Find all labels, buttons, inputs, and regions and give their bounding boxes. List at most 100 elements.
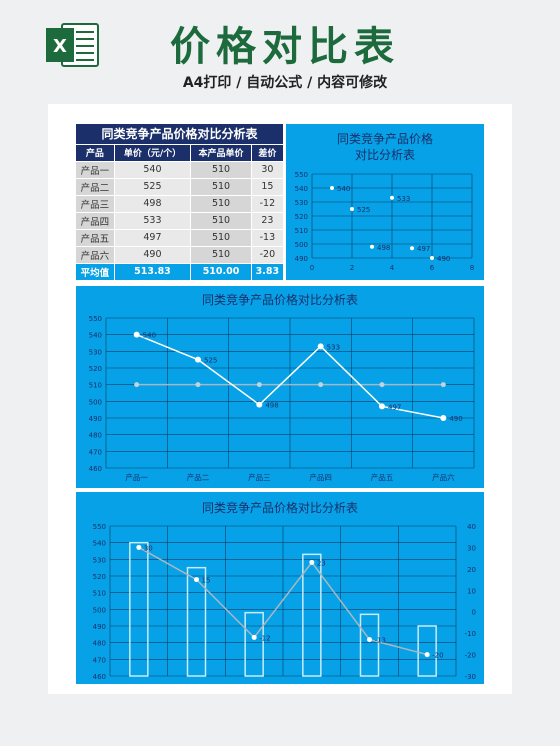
y-tick-label: 510 xyxy=(93,590,106,598)
table-cell: 产品六 xyxy=(76,246,115,264)
data-label: 15 xyxy=(202,577,211,585)
table-cell: 3.83 xyxy=(251,263,285,281)
table-cell: 产品二 xyxy=(76,178,115,196)
y-tick-label: 480 xyxy=(89,432,102,440)
table-cell: 490 xyxy=(114,246,192,264)
y2-tick-label: 10 xyxy=(467,587,476,595)
y-tick-label: 530 xyxy=(295,199,308,207)
data-point xyxy=(318,382,324,388)
table-cell: 产品三 xyxy=(76,195,115,213)
y2-tick-label: 40 xyxy=(467,523,476,531)
bar xyxy=(417,625,437,677)
data-label: 525 xyxy=(204,357,217,365)
column-header: 产品 xyxy=(76,144,115,162)
data-label: 533 xyxy=(327,343,340,351)
data-point xyxy=(330,186,334,190)
data-point xyxy=(194,577,199,583)
data-label: 497 xyxy=(417,245,430,253)
data-label: 30 xyxy=(144,544,153,552)
x-tick-label: 产品三 xyxy=(248,472,270,482)
data-label: 540 xyxy=(143,332,156,340)
x-tick-label: 6 xyxy=(430,264,435,272)
table-row: 产品一 540 510 30 xyxy=(76,161,285,179)
y2-tick-label: 30 xyxy=(467,544,476,552)
line-chart: 同类竞争产品价格对比分析表 460 470 480 490 500 510 520 530 540… xyxy=(89,292,475,482)
table-cell: 510 xyxy=(190,246,252,264)
y-tick-label: 470 xyxy=(89,448,102,456)
bar xyxy=(244,611,264,677)
excel-logo-icon: X xyxy=(46,23,99,67)
data-label: 540 xyxy=(337,185,350,193)
y-tick-label: 470 xyxy=(93,656,106,664)
y-tick-label: 490 xyxy=(89,415,102,423)
table-cell: 510 xyxy=(190,161,252,179)
data-point xyxy=(370,244,374,249)
price-table: 同类竞争产品价格对比分析表 产品 单价（元/个） 本产品单价 差价 产品一 540… xyxy=(76,124,285,281)
table-cell: -13 xyxy=(251,229,285,247)
page-header: X 价格对比表 A4打印 / 自动公式 / 内容可修改 xyxy=(0,0,560,100)
y-tick-label: 510 xyxy=(295,227,308,235)
data-point xyxy=(134,382,140,388)
data-point xyxy=(379,382,385,388)
x-tick-label: 0 xyxy=(310,264,314,272)
table-header-row: 产品 单价（元/个） 本产品单价 差价 xyxy=(76,144,285,162)
x-tick-label: 产品五 xyxy=(371,472,394,482)
data-point xyxy=(390,195,394,200)
column-header: 单价（元/个） xyxy=(114,144,192,162)
data-point xyxy=(136,544,142,550)
table-footer-row: 平均值 513.83 510.00 3.83 xyxy=(76,263,285,281)
scatter-chart-panel: 同类竞争产品价格 对比分析表 490 500 510 520 530 540 550 0 2 4 6 8 5… xyxy=(286,124,484,280)
data-point xyxy=(195,382,201,388)
y-tick-label: 540 xyxy=(295,185,308,193)
y-tick-label: 530 xyxy=(89,348,102,356)
bar-chart-panel: 同类竞争产品价格对比分析表 460 470 480 490 500 510 520 530 540… xyxy=(76,492,484,684)
x-tick-label: 产品一 xyxy=(125,472,148,482)
y2-tick-label: -10 xyxy=(465,630,476,638)
table-cell: 平均值 xyxy=(76,263,115,281)
data-point xyxy=(350,207,354,211)
table-cell: 510 xyxy=(190,229,252,247)
table-cell: 498 xyxy=(114,195,192,213)
data-point xyxy=(440,415,447,421)
data-label: 498 xyxy=(377,244,390,252)
table-row: 产品二 525 510 15 xyxy=(76,178,285,196)
y-tick-label: 540 xyxy=(93,540,106,548)
data-label: 498 xyxy=(265,402,278,410)
y-tick-label: 520 xyxy=(93,573,106,581)
y-tick-label: 550 xyxy=(93,523,106,531)
table-cell: 23 xyxy=(251,212,285,230)
bar xyxy=(129,541,149,677)
data-label: 497 xyxy=(388,403,401,411)
table-cell: 510 xyxy=(190,212,252,230)
y-tick-label: 500 xyxy=(93,606,106,614)
bar xyxy=(359,613,380,677)
y-tick-label: 460 xyxy=(93,673,106,681)
column-header: 差价 xyxy=(251,144,285,162)
table-cell: -20 xyxy=(251,246,285,264)
x-tick-label: 产品六 xyxy=(432,472,455,482)
data-label: 533 xyxy=(397,195,410,203)
chart-title: 同类竞争产品价格对比分析表 xyxy=(202,292,358,307)
y2-tick-label: 20 xyxy=(467,566,476,574)
table-cell: 510 xyxy=(190,195,252,213)
x-tick-label: 产品四 xyxy=(309,472,332,482)
y-tick-label: 490 xyxy=(93,623,106,631)
bar-line-chart: 同类竞争产品价格对比分析表 460 470 480 490 500 510 520 530 540… xyxy=(93,500,476,681)
table-cell: 525 xyxy=(114,178,192,196)
data-point xyxy=(424,652,430,658)
page-subtitle: A4打印 / 自动公式 / 内容可修改 xyxy=(182,75,388,91)
data-point xyxy=(367,637,372,643)
x-tick-label: 2 xyxy=(350,264,354,272)
table-cell: -12 xyxy=(251,195,285,213)
difference-line xyxy=(138,546,428,656)
data-point xyxy=(309,559,315,565)
y-tick-label: 500 xyxy=(295,241,308,249)
data-label: 490 xyxy=(437,255,450,263)
page-title: 价格对比表 xyxy=(170,24,400,70)
data-label: 525 xyxy=(357,206,370,214)
y-tick-label: 480 xyxy=(93,640,106,648)
scatter-chart: 同类竞争产品价格对比分析表 490 500 510 520 530 540 550 0 2 4 6 8 5… xyxy=(295,131,475,272)
y-tick-label: 460 xyxy=(89,465,102,473)
chart-title: 同类竞争产品价格 xyxy=(337,131,433,146)
table-cell: 510 xyxy=(190,178,252,196)
